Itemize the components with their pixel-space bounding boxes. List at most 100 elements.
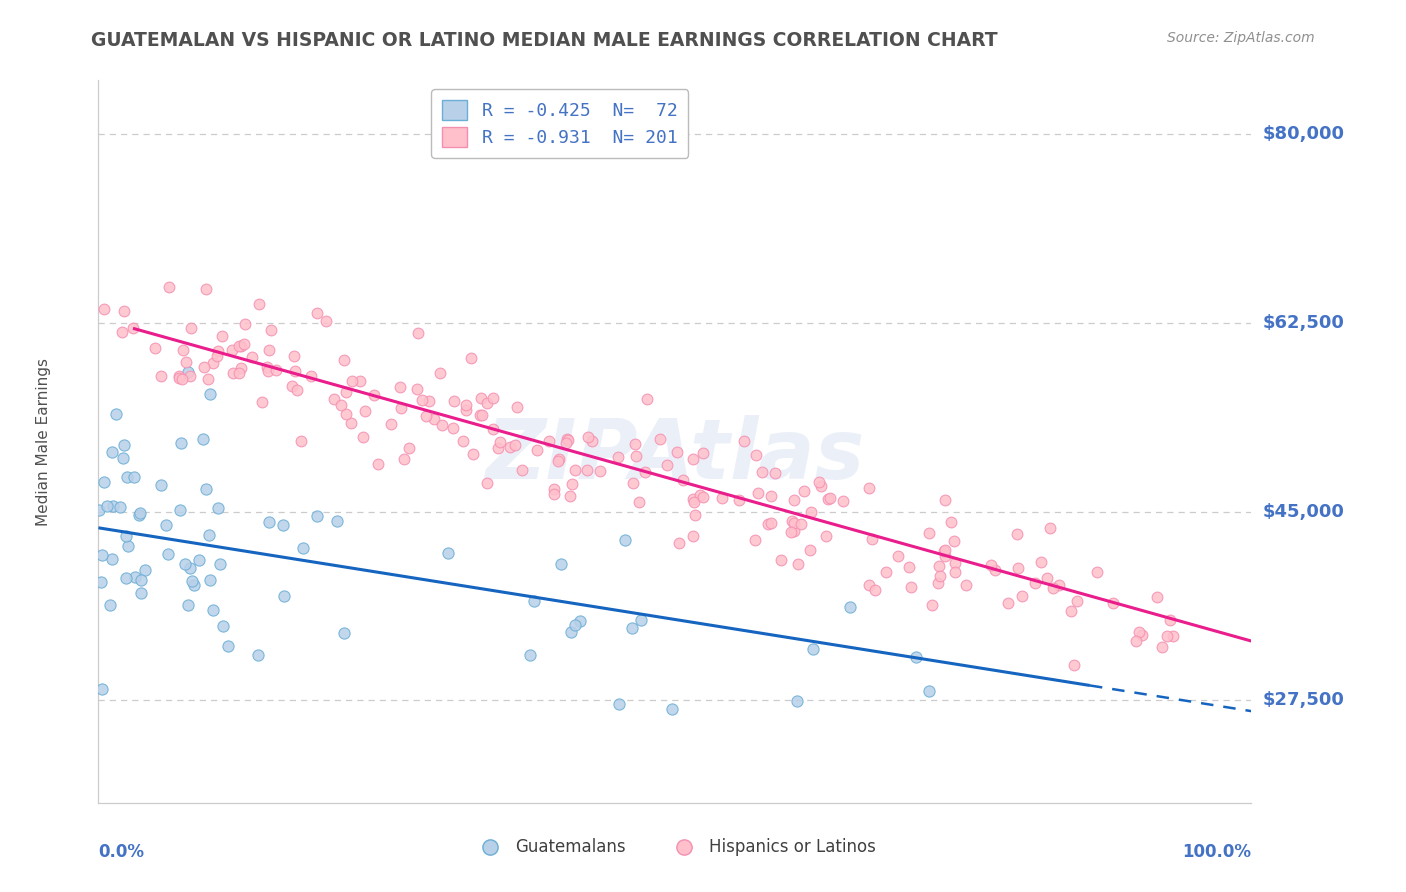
Point [112, 451, 135, 466]
Point [194, 483, 217, 497]
Point [134, 563, 156, 577]
Point [326, 514, 349, 528]
Point [790, 517, 813, 532]
Point [284, 364, 307, 378]
Point [510, 463, 533, 477]
Point [917, 683, 939, 698]
Point [943, 557, 966, 571]
Point [228, 367, 250, 381]
Point [1042, 581, 1064, 595]
Point [124, 570, 146, 584]
Point [1085, 565, 1108, 579]
Point [91, 682, 114, 697]
Point [443, 393, 465, 408]
Point [1038, 521, 1060, 535]
Point [394, 452, 416, 467]
Point [682, 529, 704, 543]
Point [280, 379, 302, 393]
Point [418, 394, 440, 409]
Point [389, 380, 412, 394]
Point [786, 694, 808, 708]
Point [538, 434, 561, 449]
Point [217, 639, 239, 653]
Point [335, 385, 357, 400]
Point [672, 473, 695, 487]
Point [98, 599, 121, 613]
Point [800, 505, 823, 519]
Point [751, 465, 773, 479]
Point [763, 466, 786, 480]
Point [557, 433, 579, 447]
Point [934, 543, 956, 558]
Point [406, 382, 429, 396]
Point [689, 488, 711, 502]
Text: 0.0%: 0.0% [98, 843, 145, 861]
Point [801, 642, 824, 657]
Point [129, 506, 152, 520]
Point [307, 508, 329, 523]
Point [117, 539, 139, 553]
Point [927, 575, 949, 590]
Point [997, 596, 1019, 610]
Point [290, 434, 312, 449]
Point [470, 408, 492, 422]
Point [471, 408, 494, 422]
Point [380, 417, 402, 431]
Point [211, 619, 233, 633]
Point [745, 448, 768, 462]
Point [505, 400, 527, 414]
Point [519, 648, 541, 662]
Point [683, 508, 706, 522]
Point [208, 557, 231, 571]
Point [1066, 594, 1088, 608]
Point [782, 516, 804, 530]
Point [475, 476, 498, 491]
Point [87, 502, 110, 516]
Point [183, 578, 205, 592]
Point [115, 571, 138, 585]
Point [756, 516, 779, 531]
Point [1036, 571, 1059, 585]
Point [569, 614, 592, 628]
Point [620, 621, 643, 635]
Text: GUATEMALAN VS HISPANIC OR LATINO MEDIAN MALE EARNINGS CORRELATION CHART: GUATEMALAN VS HISPANIC OR LATINO MEDIAN … [91, 31, 998, 50]
Point [955, 578, 977, 592]
Point [257, 364, 280, 378]
Point [335, 407, 357, 421]
Point [415, 409, 437, 424]
Point [683, 494, 706, 508]
Point [207, 349, 229, 363]
Point [342, 374, 364, 388]
Point [429, 366, 451, 380]
Point [564, 618, 586, 632]
Text: $62,500: $62,500 [1263, 314, 1344, 332]
Point [498, 440, 520, 454]
Point [179, 369, 201, 384]
Point [1031, 555, 1053, 569]
Point [799, 542, 821, 557]
Point [759, 489, 782, 503]
Point [817, 492, 839, 507]
Point [207, 501, 229, 516]
Point [112, 304, 135, 318]
Point [607, 698, 630, 712]
Point [211, 329, 233, 343]
Point [453, 434, 475, 449]
Point [900, 580, 922, 594]
Point [460, 351, 482, 365]
Point [728, 492, 751, 507]
Point [257, 343, 280, 357]
Point [1152, 640, 1174, 655]
Point [157, 547, 180, 561]
Point [221, 343, 243, 358]
Point [174, 557, 197, 571]
Point [131, 573, 153, 587]
Point [1007, 527, 1029, 541]
Point [917, 526, 939, 541]
Point [921, 598, 943, 612]
Point [333, 626, 356, 640]
Point [980, 558, 1002, 572]
Point [176, 598, 198, 612]
Point [1007, 560, 1029, 574]
Point [242, 350, 264, 364]
